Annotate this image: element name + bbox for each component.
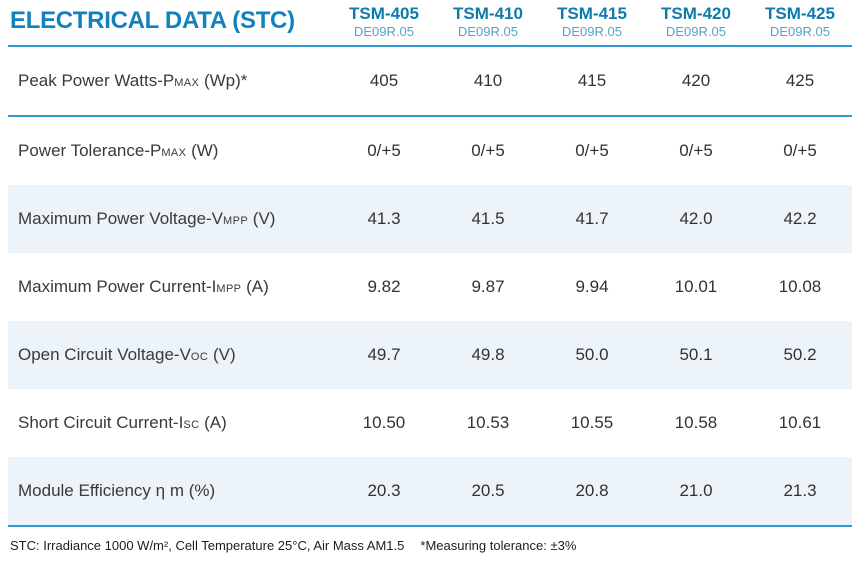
row-value: 405 [369,71,399,90]
row-value: 10.01 [674,277,718,296]
row-value: 42.2 [783,209,817,228]
row-value: 10.61 [778,413,822,432]
row-value: 20.5 [471,481,505,500]
row-label: Module Efficiency η m (%) [18,481,216,500]
model-name: TSM-425 [765,4,835,23]
row-value: 42.0 [679,209,713,228]
footnote: STC: Irradiance 1000 W/m², Cell Temperat… [8,527,852,553]
table-header: ELECTRICAL DATA (STC) TSM-405 DE09R.05 T… [8,0,852,47]
model-code: DE09R.05 [458,24,518,39]
row-value: 20.3 [367,481,401,500]
row-value: 0/+5 [367,141,401,160]
model-name: TSM-415 [557,4,627,23]
row-value: 10.08 [778,277,822,296]
row-value: 41.3 [367,209,401,228]
row-value: 9.94 [575,277,609,296]
row-value: 50.2 [783,345,817,364]
column-header-tsm-405: TSM-405 DE09R.05 [332,0,436,40]
model-name: TSM-420 [661,4,731,23]
stc-note: STC: Irradiance 1000 W/m², Cell Temperat… [10,538,405,553]
column-header-tsm-415: TSM-415 DE09R.05 [540,0,644,40]
table-row: Short Circuit Current-ISC (A) 10.50 10.53… [8,389,852,457]
tolerance-note: *Measuring tolerance: ±3% [420,538,577,553]
row-value: 9.87 [471,277,505,296]
row-value: 415 [577,71,607,90]
column-header-tsm-410: TSM-410 DE09R.05 [436,0,540,40]
model-name: TSM-410 [453,4,523,23]
row-value: 425 [785,71,815,90]
table-row: Module Efficiency η m (%) 20.3 20.5 20.8 21… [8,457,852,525]
row-label: Short Circuit Current-ISC (A) [18,413,227,432]
row-value: 49.7 [367,345,401,364]
table-body: Peak Power Watts-PMAX (Wp)* 405 410 415 420… [8,47,852,527]
table-row: Maximum Power Current-IMPP (A) 9.82 9.87 9… [8,253,852,321]
row-value: 10.53 [466,413,510,432]
row-label: Peak Power Watts-PMAX (Wp)* [18,71,248,90]
model-code: DE09R.05 [354,24,414,39]
model-code: DE09R.05 [770,24,830,39]
model-name: TSM-405 [349,4,419,23]
row-label: Power Tolerance-PMAX (W) [18,141,219,160]
row-value: 41.5 [471,209,505,228]
row-value: 0/+5 [471,141,505,160]
row-value: 50.1 [679,345,713,364]
row-value: 0/+5 [575,141,609,160]
row-value: 49.8 [471,345,505,364]
row-value: 0/+5 [679,141,713,160]
row-value: 10.50 [362,413,406,432]
table-row: Power Tolerance-PMAX (W) 0/+5 0/+5 0/+5 0/+… [8,117,852,185]
row-value: 10.58 [674,413,718,432]
model-code: DE09R.05 [666,24,726,39]
column-header-tsm-425: TSM-425 DE09R.05 [748,0,852,40]
table-row: Maximum Power Voltage-VMPP (V) 41.3 41.5 4… [8,185,852,253]
table-row: Open Circuit Voltage-VOC (V) 49.7 49.8 50.… [8,321,852,389]
row-label: Open Circuit Voltage-VOC (V) [18,345,236,364]
row-value: 50.0 [575,345,609,364]
row-value: 420 [681,71,711,90]
row-value: 20.8 [575,481,609,500]
row-value: 21.0 [679,481,713,500]
row-value: 10.55 [570,413,614,432]
column-header-tsm-420: TSM-420 DE09R.05 [644,0,748,40]
page-title: ELECTRICAL DATA (STC) [10,7,295,34]
row-value: 21.3 [783,481,817,500]
table-row: Peak Power Watts-PMAX (Wp)* 405 410 415 420… [8,47,852,117]
model-code: DE09R.05 [562,24,622,39]
row-value: 9.82 [367,277,401,296]
row-label: Maximum Power Current-IMPP (A) [18,277,269,296]
row-value: 410 [473,71,503,90]
row-value: 0/+5 [783,141,817,160]
row-value: 41.7 [575,209,609,228]
row-label: Maximum Power Voltage-VMPP (V) [18,209,276,228]
